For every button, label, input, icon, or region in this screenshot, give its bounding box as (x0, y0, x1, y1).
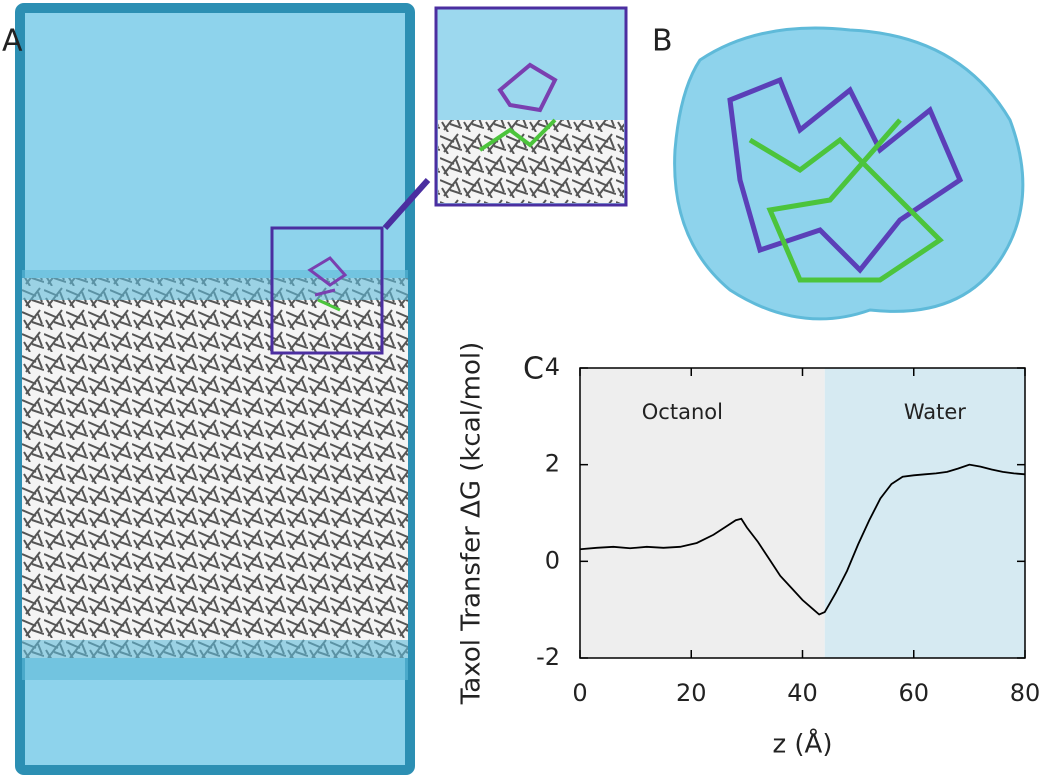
simulation-box (15, 3, 415, 775)
region-label: Water (904, 400, 966, 424)
x-tick-label: 80 (1010, 679, 1041, 707)
y-tick-label: 4 (545, 353, 560, 381)
y-tick-label: -2 (536, 643, 560, 671)
region (580, 368, 825, 658)
x-tick-label: 0 (572, 679, 587, 707)
y-tick-label: 2 (545, 450, 560, 478)
y-tick-label: 0 (545, 546, 560, 574)
panel-label: C (523, 352, 544, 387)
y-axis-label: Taxol Transfer ΔG (kcal/mol) (457, 342, 487, 706)
inset (382, 6, 628, 231)
x-axis-label: z (Å) (773, 728, 833, 760)
x-tick-label: 60 (898, 679, 929, 707)
panel-label: B (652, 24, 673, 59)
region-label: Octanol (642, 400, 723, 424)
panel-label: A (2, 24, 23, 59)
protein-surface (673, 26, 1025, 321)
region (824, 368, 1025, 658)
x-tick-label: 20 (676, 679, 707, 707)
plot-frame (579, 367, 1026, 659)
line (579, 463, 1026, 616)
x-tick-label: 40 (787, 679, 818, 707)
